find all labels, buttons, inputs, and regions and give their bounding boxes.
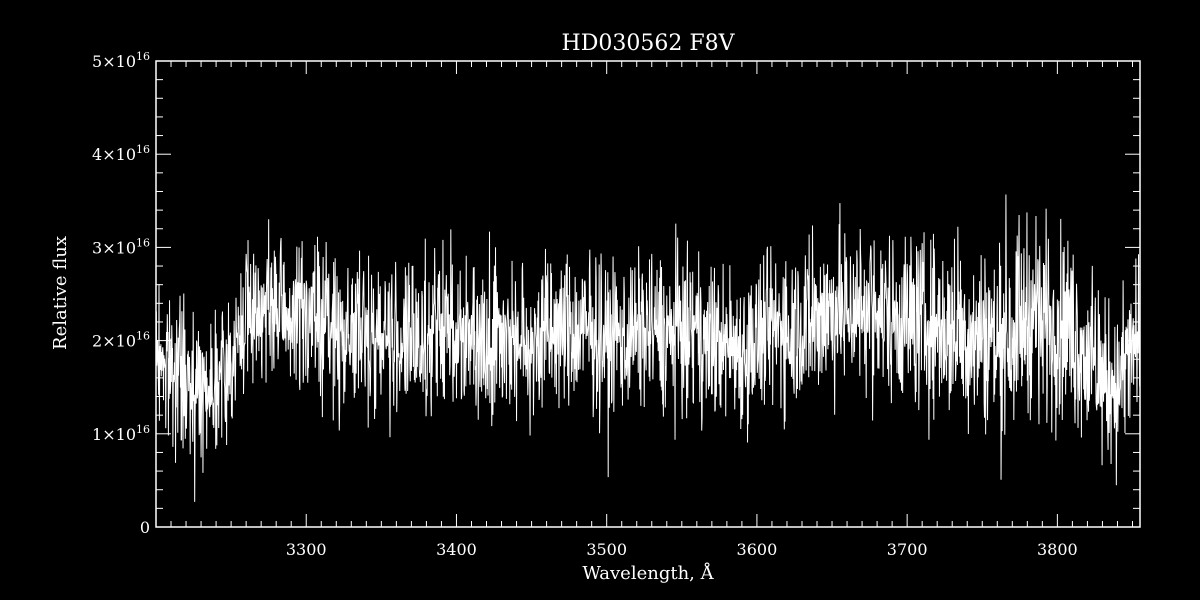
- y-axis-label: Relative flux: [50, 236, 71, 350]
- x-axis-ticks: 3300 3400 3500 3600 3700 3800: [155, 61, 1133, 559]
- y-tick-label: 1×1016: [92, 423, 150, 444]
- x-tick-label: 3600: [737, 540, 778, 559]
- plot-frame: [155, 60, 1141, 528]
- y-axis-ticks: 0 1×1016 2×1016 3×1016 4×1016 5×1016: [92, 50, 1140, 537]
- plot-frame-border: [155, 60, 1141, 528]
- x-tick-label: 3800: [1037, 540, 1078, 559]
- y-tick-label: 2×1016: [92, 330, 150, 351]
- y-tick-label: 0: [140, 518, 150, 537]
- chart-title: HD030562 F8V: [562, 31, 736, 56]
- series-group: [155, 194, 1141, 502]
- x-tick-label: 3500: [586, 540, 627, 559]
- y-tick-label: 5×1016: [92, 50, 150, 71]
- y-tick-label: 3×1016: [92, 236, 150, 257]
- x-tick-label: 3700: [887, 540, 928, 559]
- y-tick-label: 4×1016: [92, 143, 150, 164]
- x-tick-label: 3300: [286, 540, 327, 559]
- series-line: [155, 194, 1141, 502]
- x-axis-label: Wavelength, Å: [582, 562, 714, 584]
- x-tick-label: 3400: [436, 540, 477, 559]
